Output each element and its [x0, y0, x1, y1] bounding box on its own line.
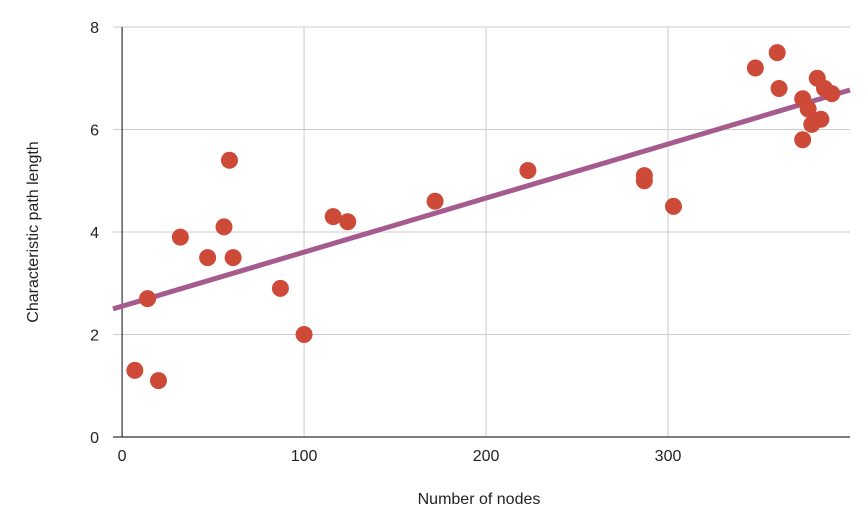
- data-point: [199, 249, 217, 267]
- data-point: [220, 151, 238, 169]
- data-point: [139, 290, 157, 308]
- y-tick-label: 0: [90, 430, 99, 447]
- data-point: [149, 372, 167, 390]
- data-point: [126, 361, 144, 379]
- point-layer: [126, 44, 841, 390]
- data-point: [426, 192, 444, 210]
- grid-layer: [113, 26, 850, 437]
- x-tick-label: 200: [473, 448, 500, 465]
- y-tick-label: 4: [90, 225, 99, 242]
- x-tick-label: 300: [655, 448, 682, 465]
- data-point: [324, 208, 342, 226]
- y-tick-label: 8: [90, 20, 99, 37]
- data-point: [271, 279, 289, 297]
- data-point: [171, 228, 189, 246]
- tick-label-layer: 0 2 4 6 8 0 100 200 300: [90, 20, 681, 465]
- trendline: [112, 87, 851, 312]
- data-point: [635, 172, 653, 190]
- axis-layer: [113, 27, 850, 438]
- data-point: [770, 80, 788, 97]
- y-axis-title: Characteristic path length: [25, 141, 42, 322]
- data-point: [812, 110, 830, 128]
- x-tick-label: 0: [118, 448, 127, 465]
- data-point: [664, 197, 682, 215]
- data-point: [224, 249, 242, 267]
- data-point: [794, 131, 812, 149]
- data-point: [799, 100, 817, 118]
- trendline-layer: [112, 87, 851, 312]
- x-axis-title: Number of nodes: [418, 491, 541, 508]
- data-point: [215, 218, 233, 236]
- data-point: [519, 162, 537, 179]
- x-tick-label: 100: [291, 448, 318, 465]
- y-tick-label: 6: [90, 123, 99, 140]
- data-point: [339, 213, 357, 231]
- data-point: [295, 326, 313, 343]
- y-tick-label: 2: [90, 328, 99, 345]
- data-point: [768, 44, 786, 62]
- data-point: [823, 85, 841, 103]
- data-point: [746, 59, 764, 77]
